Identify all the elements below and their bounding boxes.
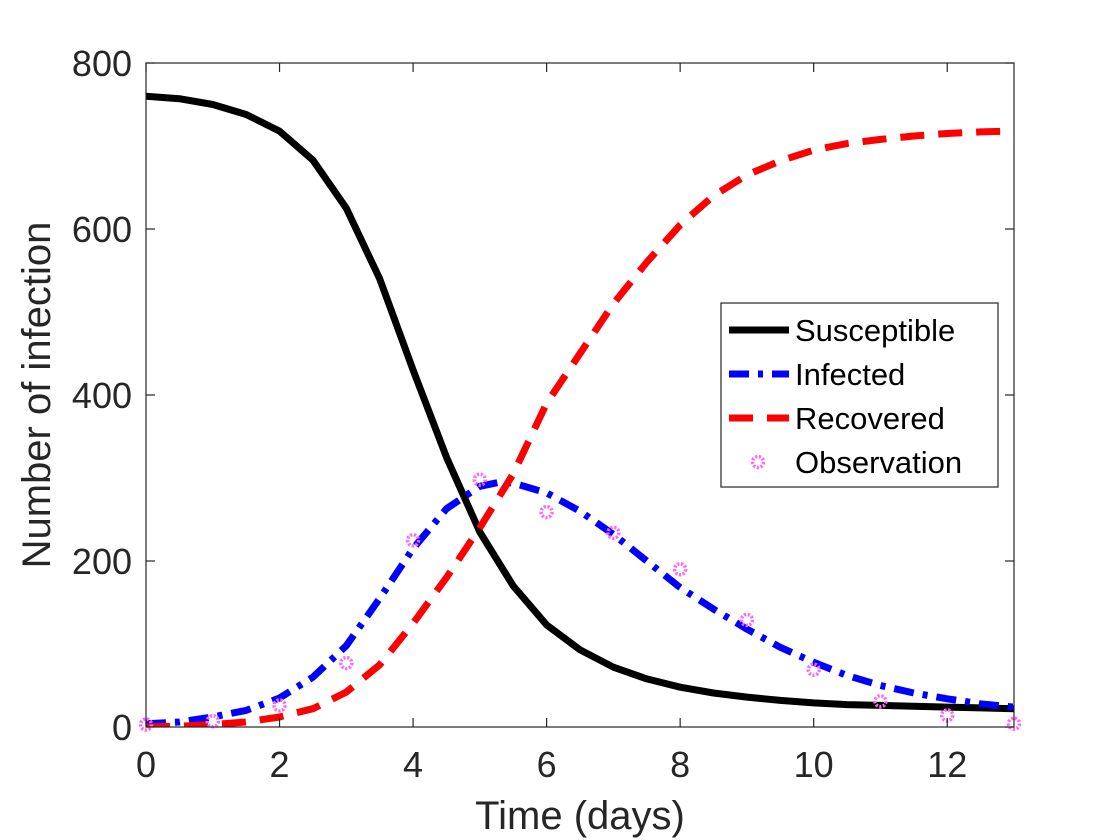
recovered-line	[146, 127, 1014, 727]
y-tick-label: 800	[72, 43, 132, 84]
legend-swatch-observation	[750, 454, 766, 470]
legend-box	[720, 302, 999, 488]
observation-point	[539, 504, 554, 520]
x-tick-label: 0	[136, 744, 156, 785]
observation-point	[1006, 716, 1022, 731]
x-tick-label: 4	[403, 744, 423, 785]
tick-layer: 0 2 4 6 8 10 12 0 200 400 600 800	[72, 43, 1014, 785]
series-layer	[146, 92, 1014, 727]
x-tick-label: 8	[670, 744, 690, 785]
y-axis-title: Number of infection	[15, 222, 59, 569]
y-tick-label: 200	[72, 541, 132, 582]
observation-point	[339, 655, 354, 671]
observation-point	[739, 612, 755, 628]
observation-point	[806, 662, 821, 677]
infected-line	[146, 478, 1014, 727]
legend-label-susceptible: Susceptible	[795, 313, 955, 348]
observation-point	[272, 698, 287, 713]
x-tick-label: 6	[537, 744, 557, 785]
y-tick-label: 400	[72, 375, 132, 416]
observation-point	[472, 472, 488, 487]
x-tick-label: 12	[927, 744, 967, 785]
legend-label-observation: Observation	[795, 445, 962, 480]
observation-point	[606, 525, 621, 541]
legend: Susceptible Infected Recovered Observation	[720, 302, 999, 488]
legend-label-recovered: Recovered	[795, 401, 945, 436]
y-tick-label: 0	[112, 707, 132, 748]
susceptible-line	[146, 92, 1014, 713]
legend-label-infected: Infected	[795, 357, 905, 392]
x-axis-title: Time (days)	[475, 794, 685, 838]
observation-point	[672, 562, 688, 577]
observation-point	[138, 717, 154, 732]
x-tick-label: 10	[794, 744, 834, 785]
x-tick-label: 2	[270, 744, 290, 785]
observation-point	[873, 694, 888, 709]
observation-point	[405, 533, 421, 548]
marker-layer	[138, 472, 1022, 732]
y-tick-label: 600	[72, 209, 132, 250]
